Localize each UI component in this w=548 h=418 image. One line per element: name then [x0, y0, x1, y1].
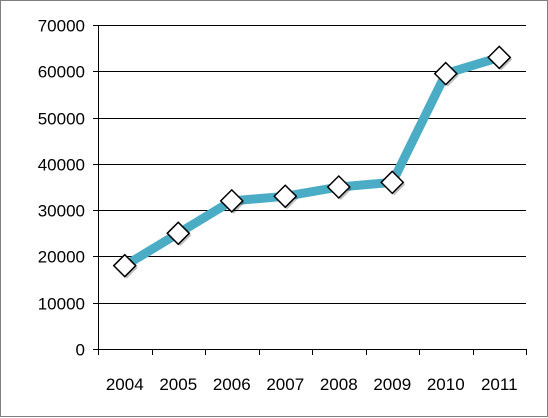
data-point-marker	[326, 174, 351, 200]
data-point-marker	[166, 221, 191, 246]
x-tick-label: 2009	[373, 375, 411, 394]
x-tick-label: 2010	[427, 375, 465, 394]
y-tick-label: 0	[76, 341, 85, 360]
y-tick-label: 50000	[38, 110, 85, 129]
y-tick-label: 30000	[38, 202, 85, 221]
x-tick-label: 2005	[159, 375, 197, 394]
y-tick-label: 70000	[38, 17, 85, 36]
x-tick-label: 2004	[106, 375, 144, 394]
x-tick-label: 2007	[266, 375, 304, 394]
y-tick-label: 10000	[38, 295, 85, 314]
y-axis-tick-labels: 0 10000 20000 30000 40000 50000 60000 70000	[38, 17, 85, 360]
x-tick-label: 2006	[213, 375, 251, 394]
series-line	[120, 52, 504, 271]
y-tick-label: 60000	[38, 63, 85, 82]
gridlines	[93, 25, 526, 304]
y-tick-label: 20000	[38, 248, 85, 267]
series-layer	[120, 52, 504, 271]
data-point-marker	[380, 170, 405, 195]
x-tick-label: 2008	[320, 375, 358, 394]
data-point-marker	[487, 45, 512, 70]
data-point-marker	[433, 61, 458, 86]
markers-layer	[112, 45, 513, 279]
x-axis-tick-labels: 2004 2005 2006 2007 2008 2009 2010 2011	[106, 375, 518, 394]
data-point-marker	[273, 184, 298, 209]
y-tick-label: 40000	[38, 156, 85, 175]
axes	[93, 25, 527, 355]
x-tick-label: 2011	[481, 375, 518, 394]
data-point-marker	[112, 253, 137, 278]
data-point-marker	[219, 188, 244, 213]
